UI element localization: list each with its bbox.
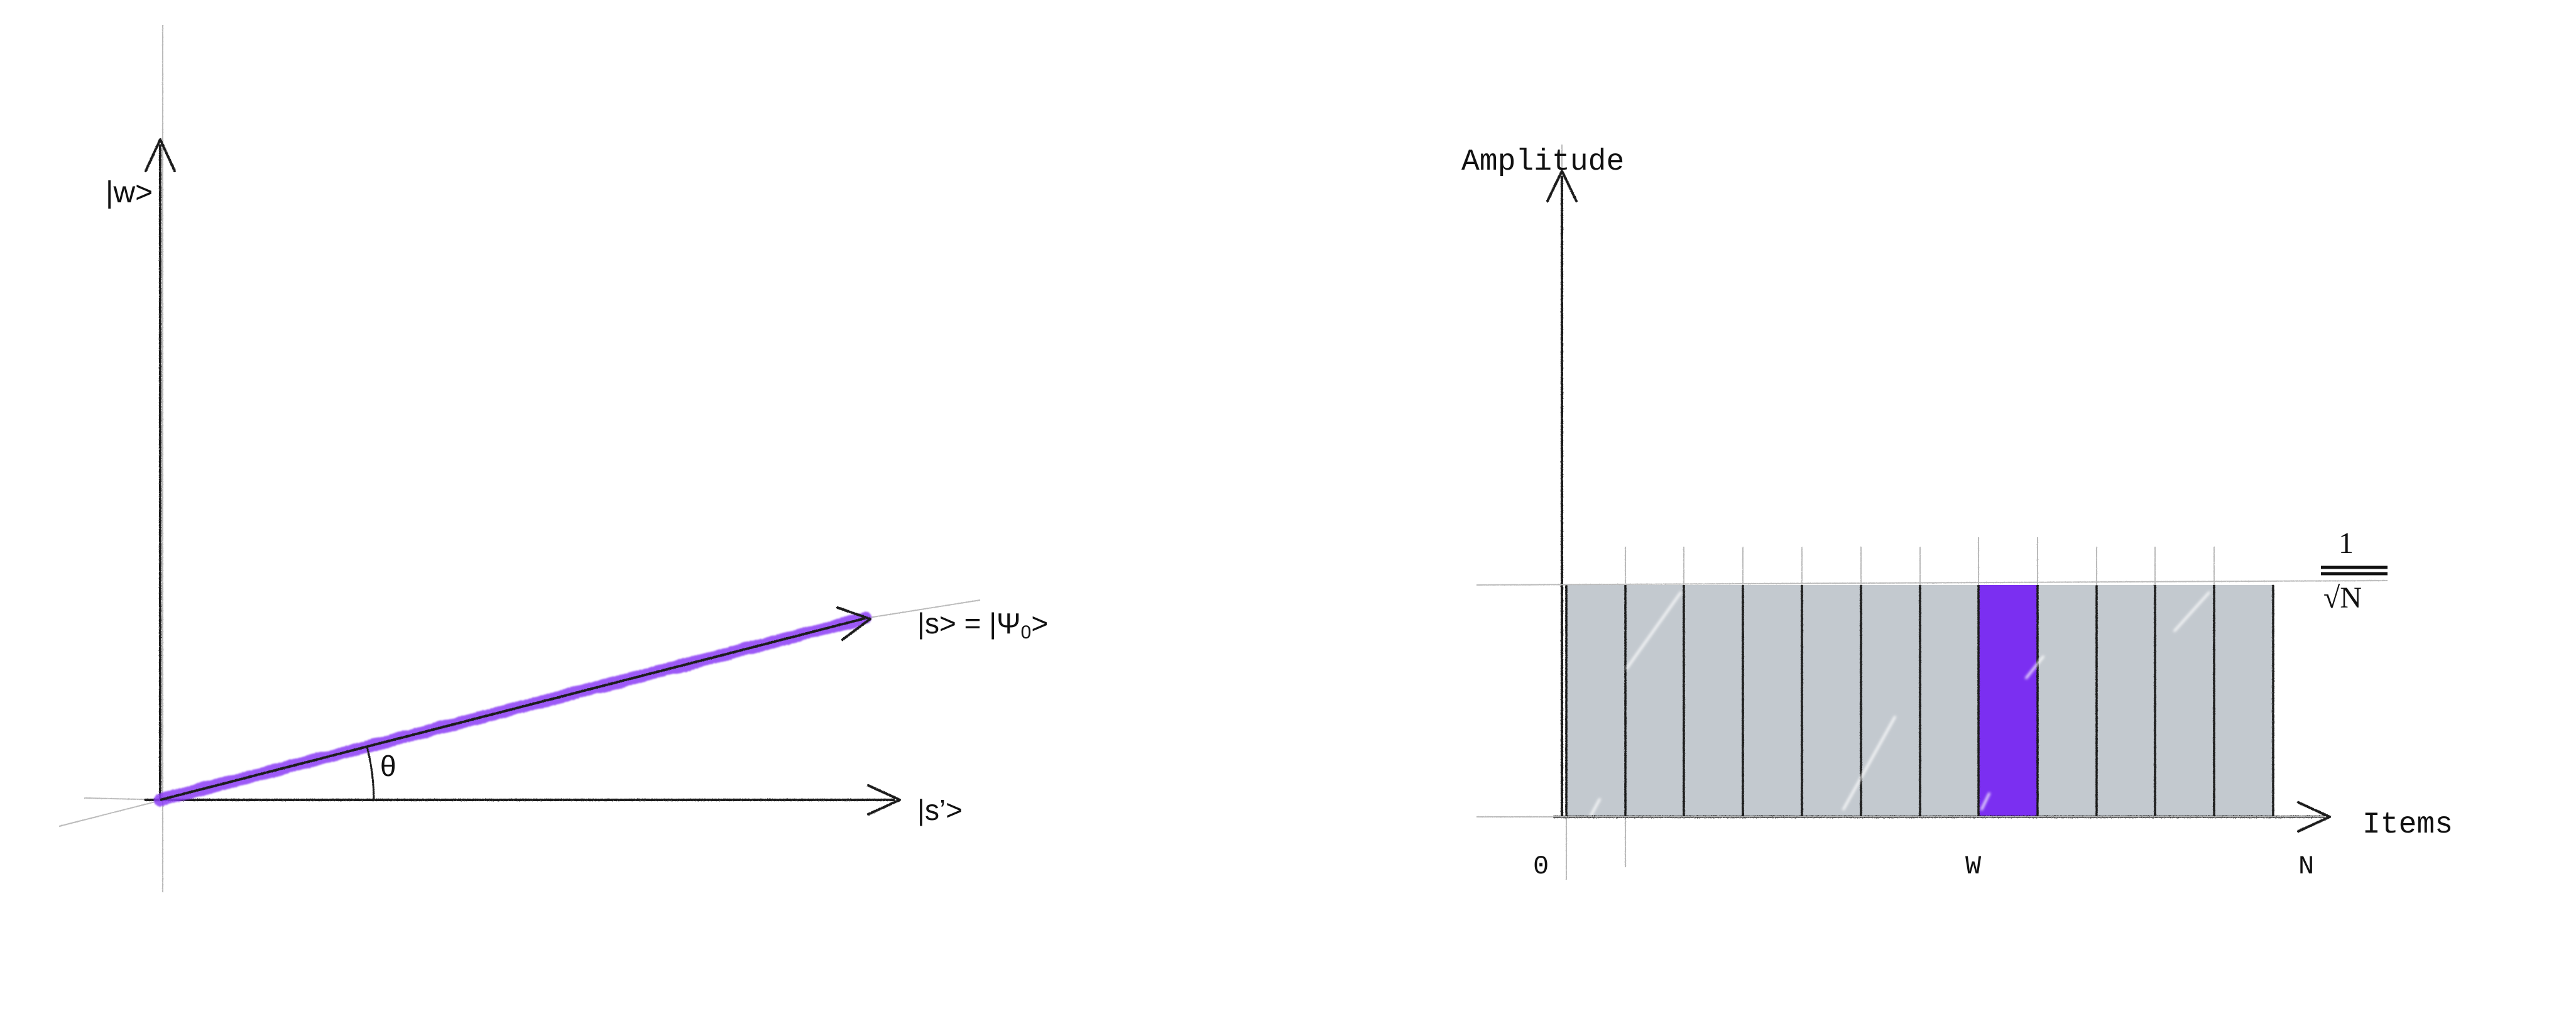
svg-text:N: N [2298, 851, 2314, 882]
svg-text:|s’>: |s’> [917, 794, 963, 826]
svg-text:Items: Items [2362, 808, 2453, 842]
svg-text:θ: θ [380, 750, 396, 782]
svg-text:1: 1 [2339, 527, 2354, 560]
svg-text:0: 0 [1533, 851, 1549, 882]
svg-text:√N: √N [2323, 581, 2362, 615]
svg-text:W: W [1965, 851, 1982, 882]
svg-text:|s> = |Ψ0>: |s> = |Ψ0> [917, 607, 1048, 643]
svg-text:|w>: |w> [106, 176, 153, 209]
svg-text:Amplitude: Amplitude [1461, 145, 1624, 179]
